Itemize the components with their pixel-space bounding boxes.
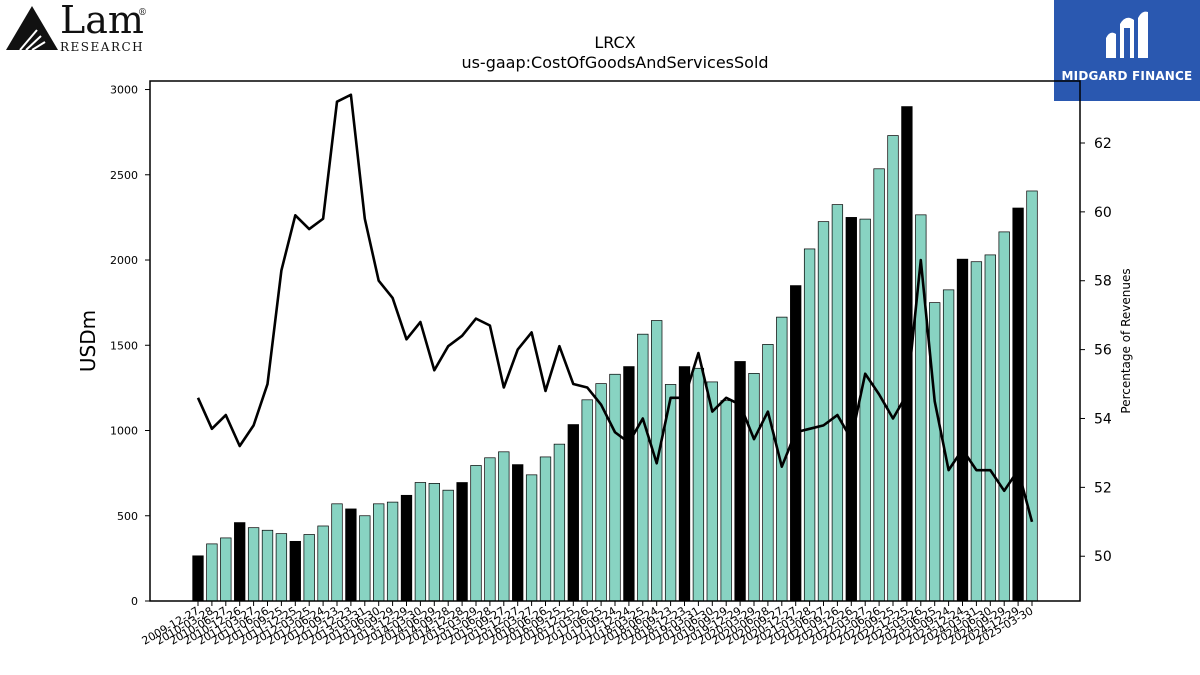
axes: 0500100015002000250030005052545658606220…: [110, 80, 1112, 648]
y-tick-label: 2000: [110, 254, 138, 267]
bar-2018-12-23: [678, 366, 691, 602]
bar-2019-09-29: [720, 400, 732, 602]
bar-2009-12-27: [192, 555, 204, 602]
bar-2015-12-27: [512, 464, 524, 602]
bar-2019-06-30: [706, 381, 718, 602]
y-tick-label: 0: [131, 595, 138, 608]
bar-2021-06-27: [817, 221, 830, 602]
bar-2012-03-25: [303, 534, 315, 602]
midgard-finance-logo: MIDGARD FINANCE: [1054, 0, 1200, 101]
bar-2014-09-28: [442, 489, 454, 602]
y2-axis-label: Percentage of Revenues: [1119, 268, 1133, 413]
bar-2015-09-27: [498, 451, 510, 602]
bar-2016-06-26: [539, 456, 552, 602]
percentage-of-revenues-line: [196, 93, 1034, 523]
bar-2022-06-26: [873, 168, 885, 602]
bar-2013-09-29: [386, 501, 399, 602]
bar-2017-12-24: [623, 366, 635, 602]
y2-tick-label: 62: [1094, 136, 1112, 152]
bar-2013-06-30: [373, 503, 385, 602]
registered-mark: ®: [138, 8, 147, 18]
y-tick-label: 3000: [110, 84, 138, 97]
y2-tick-label: 58: [1094, 274, 1112, 290]
bar-2017-03-26: [581, 399, 593, 602]
bar-2015-06-28: [484, 457, 496, 602]
y-tick-label: 2500: [110, 169, 138, 182]
lam-triangle-icon: [6, 6, 58, 51]
bar-2013-12-29: [400, 494, 413, 602]
bar-2010-12-26: [234, 522, 246, 602]
bar-2011-03-27: [247, 527, 260, 602]
bar-2010-06-27: [220, 537, 232, 602]
bar-2012-12-23: [345, 508, 357, 602]
bar-2021-03-28: [803, 248, 816, 602]
y2-tick-label: 60: [1094, 205, 1112, 221]
bar-2014-06-29: [428, 483, 440, 602]
bar-2019-12-29: [734, 361, 746, 602]
midgard-m-icon: [1106, 11, 1148, 59]
bar-2011-06-26: [261, 529, 274, 602]
y-tick-label: 1000: [110, 425, 138, 438]
bar-2022-09-25: [887, 135, 899, 602]
y-tick-label: 500: [117, 510, 138, 523]
bar-2011-09-25: [275, 533, 288, 602]
bar-2017-09-24: [609, 373, 621, 602]
bar-2011-12-25: [289, 540, 301, 602]
bar-2018-03-25: [637, 333, 649, 602]
bar-2024-03-31: [970, 261, 983, 602]
bar-2016-09-25: [553, 443, 566, 602]
y-tick-label: 1500: [110, 339, 138, 352]
bar-2021-12-26: [845, 217, 857, 602]
y-axis-label: USDm: [76, 310, 100, 372]
bar-2012-06-24: [317, 525, 329, 602]
bar-2013-03-31: [359, 515, 371, 602]
bar-2022-03-27: [859, 218, 871, 602]
bar-2019-03-31: [692, 367, 705, 602]
chart-subtitle: us-gaap:CostOfGoodsAndServicesSold: [461, 53, 768, 72]
bar-2010-03-28: [206, 543, 218, 602]
bar-2014-03-30: [414, 482, 427, 602]
bar-2016-12-25: [567, 424, 579, 602]
bar-2024-06-30: [984, 254, 996, 602]
midgard-wordmark: MIDGARD FINANCE: [1061, 69, 1193, 83]
bar-2025-03-30: [1026, 190, 1038, 602]
bar-2020-06-28: [762, 344, 774, 602]
bar-2023-06-25: [929, 302, 941, 602]
bar-series: [192, 106, 1038, 602]
bar-2017-06-25: [595, 383, 607, 602]
bar-2023-12-24: [956, 258, 969, 602]
bar-2016-03-27: [525, 474, 538, 602]
bar-2020-03-29: [748, 373, 760, 602]
bar-2021-09-26: [831, 204, 844, 602]
chart-title: LRCX: [594, 33, 635, 52]
bar-2024-09-29: [998, 231, 1010, 602]
y2-tick-label: 54: [1094, 411, 1112, 427]
bar-2015-03-29: [470, 465, 482, 602]
bar-2014-12-28: [456, 482, 468, 602]
lam-subtitle: RESEARCH: [60, 40, 145, 54]
bar-2024-12-29: [1012, 207, 1024, 602]
y2-tick-label: 50: [1094, 549, 1112, 565]
lam-research-logo: Lam ® RESEARCH: [4, 0, 154, 56]
percentage-line-series: [196, 93, 1034, 523]
y2-tick-label: 52: [1094, 480, 1112, 496]
y2-tick-label: 56: [1094, 343, 1112, 359]
bar-2012-09-23: [331, 503, 343, 602]
lam-wordmark: Lam: [60, 0, 144, 42]
